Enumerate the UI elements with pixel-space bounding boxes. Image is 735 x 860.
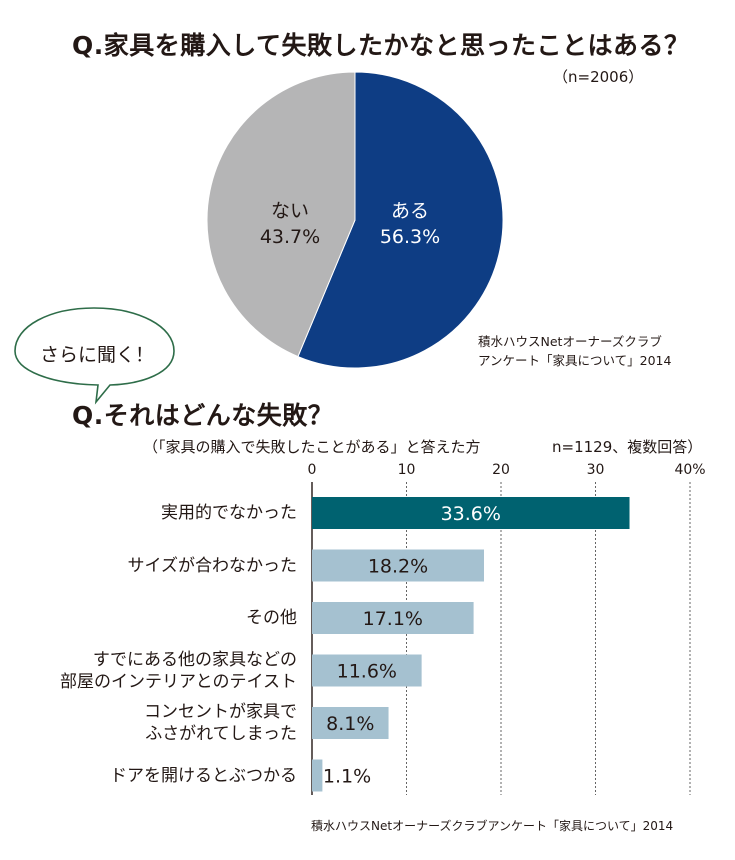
pie-label-nai-value: 43.7% (259, 226, 321, 248)
speech-bubble-shape (14, 307, 175, 405)
bar-value-label: 17.1% (363, 608, 423, 630)
bar (312, 497, 630, 529)
bar (312, 707, 389, 739)
bar-value-label: 8.1% (326, 713, 374, 735)
bar-value-label: 33.6% (441, 503, 501, 525)
category-label: 実用的でなかった (161, 502, 297, 524)
pie-label-aru-value: 56.3% (379, 226, 441, 248)
pie-source-line1: 積水ハウスNetオーナーズクラブ (478, 334, 662, 349)
x-tick-label: 10 (398, 462, 416, 478)
question2-title: Q.それはどんな失敗？ (72, 401, 334, 430)
bar-chart: 0 10 20 30 40% 33.6% 18.2% 17.1% 11.6% 8.1% 1.1% (308, 462, 706, 795)
x-tick-label: 0 (308, 462, 317, 478)
category-label-line: ドアを開けるとぶつかる (110, 765, 297, 786)
x-tick-label: 20 (492, 462, 510, 478)
category-label-line: ふさがれてしまった (145, 724, 297, 744)
pie-label-nai: ない 43.7% (245, 198, 335, 250)
pie-slice-aru (297, 71, 504, 369)
pie-slice-nai (206, 71, 356, 358)
pie-label-nai-name: ない (270, 200, 309, 222)
question1-title: Q.家具を購入して失敗したかなと思ったことはある？ (72, 31, 690, 60)
question2-note-sample: n=1129、複数回答） (552, 438, 703, 456)
bar-value-label: 18.2% (368, 556, 428, 578)
pie-chart (206, 71, 504, 369)
category-label-line: 部屋のインテリアとのテイスト (60, 671, 297, 692)
bar (312, 654, 422, 687)
bar (312, 759, 323, 792)
category-label-line: サイズが合わなかった (127, 555, 298, 576)
category-label: コンセントが家具で ふさがれてしまった (144, 701, 297, 745)
bar-value-label: 1.1% (323, 766, 371, 788)
bar-source-credit: 積水ハウスNetオーナーズクラブアンケート「家具について」2014 (311, 819, 674, 833)
speech-bubble (14, 307, 175, 405)
x-tick-label: 30 (587, 462, 605, 478)
category-label: サイズが合わなかった (128, 555, 298, 577)
category-label-line: すでにある他の家具などの (92, 649, 297, 670)
bar-value-label: 11.6% (337, 661, 397, 683)
bar (312, 602, 474, 634)
speech-bubble-text: さらに聞く！ (40, 344, 155, 366)
pie-label-aru-name: ある (390, 200, 429, 222)
category-label-line: その他 (246, 608, 297, 628)
category-label-line: 実用的でなかった (161, 503, 297, 523)
question2-note-respondents: （「家具の購入で失敗したことがある」と答えた方 (143, 438, 481, 456)
bar (312, 549, 484, 582)
category-label: ドアを開けるとぶつかる (110, 765, 297, 787)
pie-source-line2: アンケート「家具について」2014 (478, 353, 672, 368)
pie-label-aru: ある 56.3% (365, 198, 455, 250)
category-label-line: コンセントが家具で (144, 702, 297, 722)
x-tick-label: 40% (674, 462, 705, 478)
pie-source-credit: 積水ハウスNetオーナーズクラブ アンケート「家具について」2014 (478, 332, 671, 370)
category-label: その他 (246, 607, 297, 629)
category-label: すでにある他の家具などの 部屋のインテリアとのテイスト (60, 649, 297, 693)
question1-sample-size: （n=2006） (553, 68, 644, 86)
